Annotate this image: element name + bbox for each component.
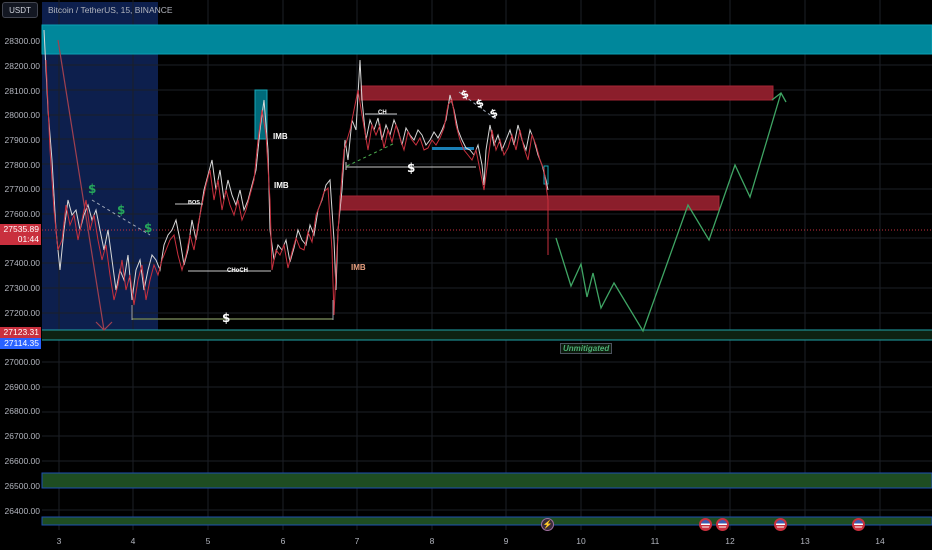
current-price-tag: 27535.89 01:44 bbox=[0, 224, 41, 245]
time-label: 4 bbox=[130, 536, 136, 546]
price-label: 27200.00 bbox=[4, 308, 40, 318]
liquidity-dollar-icon: $ bbox=[222, 311, 231, 325]
price-label: 27400.00 bbox=[4, 258, 40, 268]
time-label: 12 bbox=[725, 536, 735, 546]
level-tag-red: 27123.31 bbox=[0, 327, 41, 338]
time-label: 9 bbox=[503, 536, 509, 546]
bos-label: BOS bbox=[188, 200, 200, 206]
unmitigated-zone bbox=[42, 330, 932, 340]
price-label: 27800.00 bbox=[4, 160, 40, 170]
premium-zone bbox=[41, 24, 932, 55]
lightning-icon[interactable]: ⚡ bbox=[541, 518, 554, 531]
time-label: 14 bbox=[875, 536, 885, 546]
projection-path bbox=[555, 92, 782, 333]
price-label: 26600.00 bbox=[4, 456, 40, 466]
price-label: 28000.00 bbox=[4, 110, 40, 120]
us-flag-icon[interactable] bbox=[774, 518, 787, 531]
time-label: 3 bbox=[56, 536, 62, 546]
us-flag-icon[interactable] bbox=[699, 518, 712, 531]
level-tag-blue: 27114.35 bbox=[0, 338, 41, 349]
symbol-title: Bitcoin / TetherUS, 15, BINANCE bbox=[48, 5, 173, 15]
time-label: 11 bbox=[650, 536, 660, 546]
supply-zone-upper bbox=[360, 85, 774, 101]
time-label: 5 bbox=[205, 536, 211, 546]
currency-button[interactable]: USDT bbox=[2, 2, 38, 18]
price-label: 27000.00 bbox=[4, 357, 40, 367]
supply-zone-lower bbox=[339, 195, 720, 211]
price-label: 26800.00 bbox=[4, 406, 40, 416]
price-label: 26900.00 bbox=[4, 382, 40, 392]
price-label: 27900.00 bbox=[4, 135, 40, 145]
price-label: 28100.00 bbox=[4, 86, 40, 96]
price-label: 27700.00 bbox=[4, 184, 40, 194]
liquidity-dollar-icon: $ bbox=[144, 221, 153, 235]
imb-label: IMB bbox=[273, 132, 288, 141]
ch-label: CH bbox=[378, 110, 387, 116]
liquidity-dollar-icon: $ bbox=[117, 203, 126, 217]
time-label: 7 bbox=[354, 536, 360, 546]
unmitigated-label: Unmitigated bbox=[560, 343, 613, 354]
imb-label: IMB bbox=[351, 263, 366, 272]
price-label: 26700.00 bbox=[4, 431, 40, 441]
demand-zone-26500 bbox=[41, 472, 932, 489]
imb-label: IMB bbox=[274, 181, 289, 190]
time-label: 10 bbox=[576, 536, 586, 546]
choch-label: CHoCH bbox=[227, 268, 248, 274]
time-label: 6 bbox=[280, 536, 286, 546]
us-flag-icon[interactable] bbox=[852, 518, 865, 531]
price-label: 27600.00 bbox=[4, 209, 40, 219]
price-label: 26400.00 bbox=[4, 506, 40, 516]
price-label: 28300.00 bbox=[4, 36, 40, 46]
price-label: 26500.00 bbox=[4, 481, 40, 491]
current-price: 27535.89 bbox=[3, 224, 39, 234]
time-label: 8 bbox=[429, 536, 435, 546]
price-label: 27300.00 bbox=[4, 283, 40, 293]
bar-countdown: 01:44 bbox=[17, 234, 39, 244]
time-label: 13 bbox=[800, 536, 810, 546]
liquidity-dollar-icon: $ bbox=[407, 161, 416, 175]
mitigation-block bbox=[432, 147, 474, 150]
demand-zone-26400 bbox=[41, 516, 932, 526]
us-flag-icon[interactable] bbox=[716, 518, 729, 531]
price-label: 28200.00 bbox=[4, 61, 40, 71]
liquidity-dollar-icon: $ bbox=[88, 182, 97, 196]
